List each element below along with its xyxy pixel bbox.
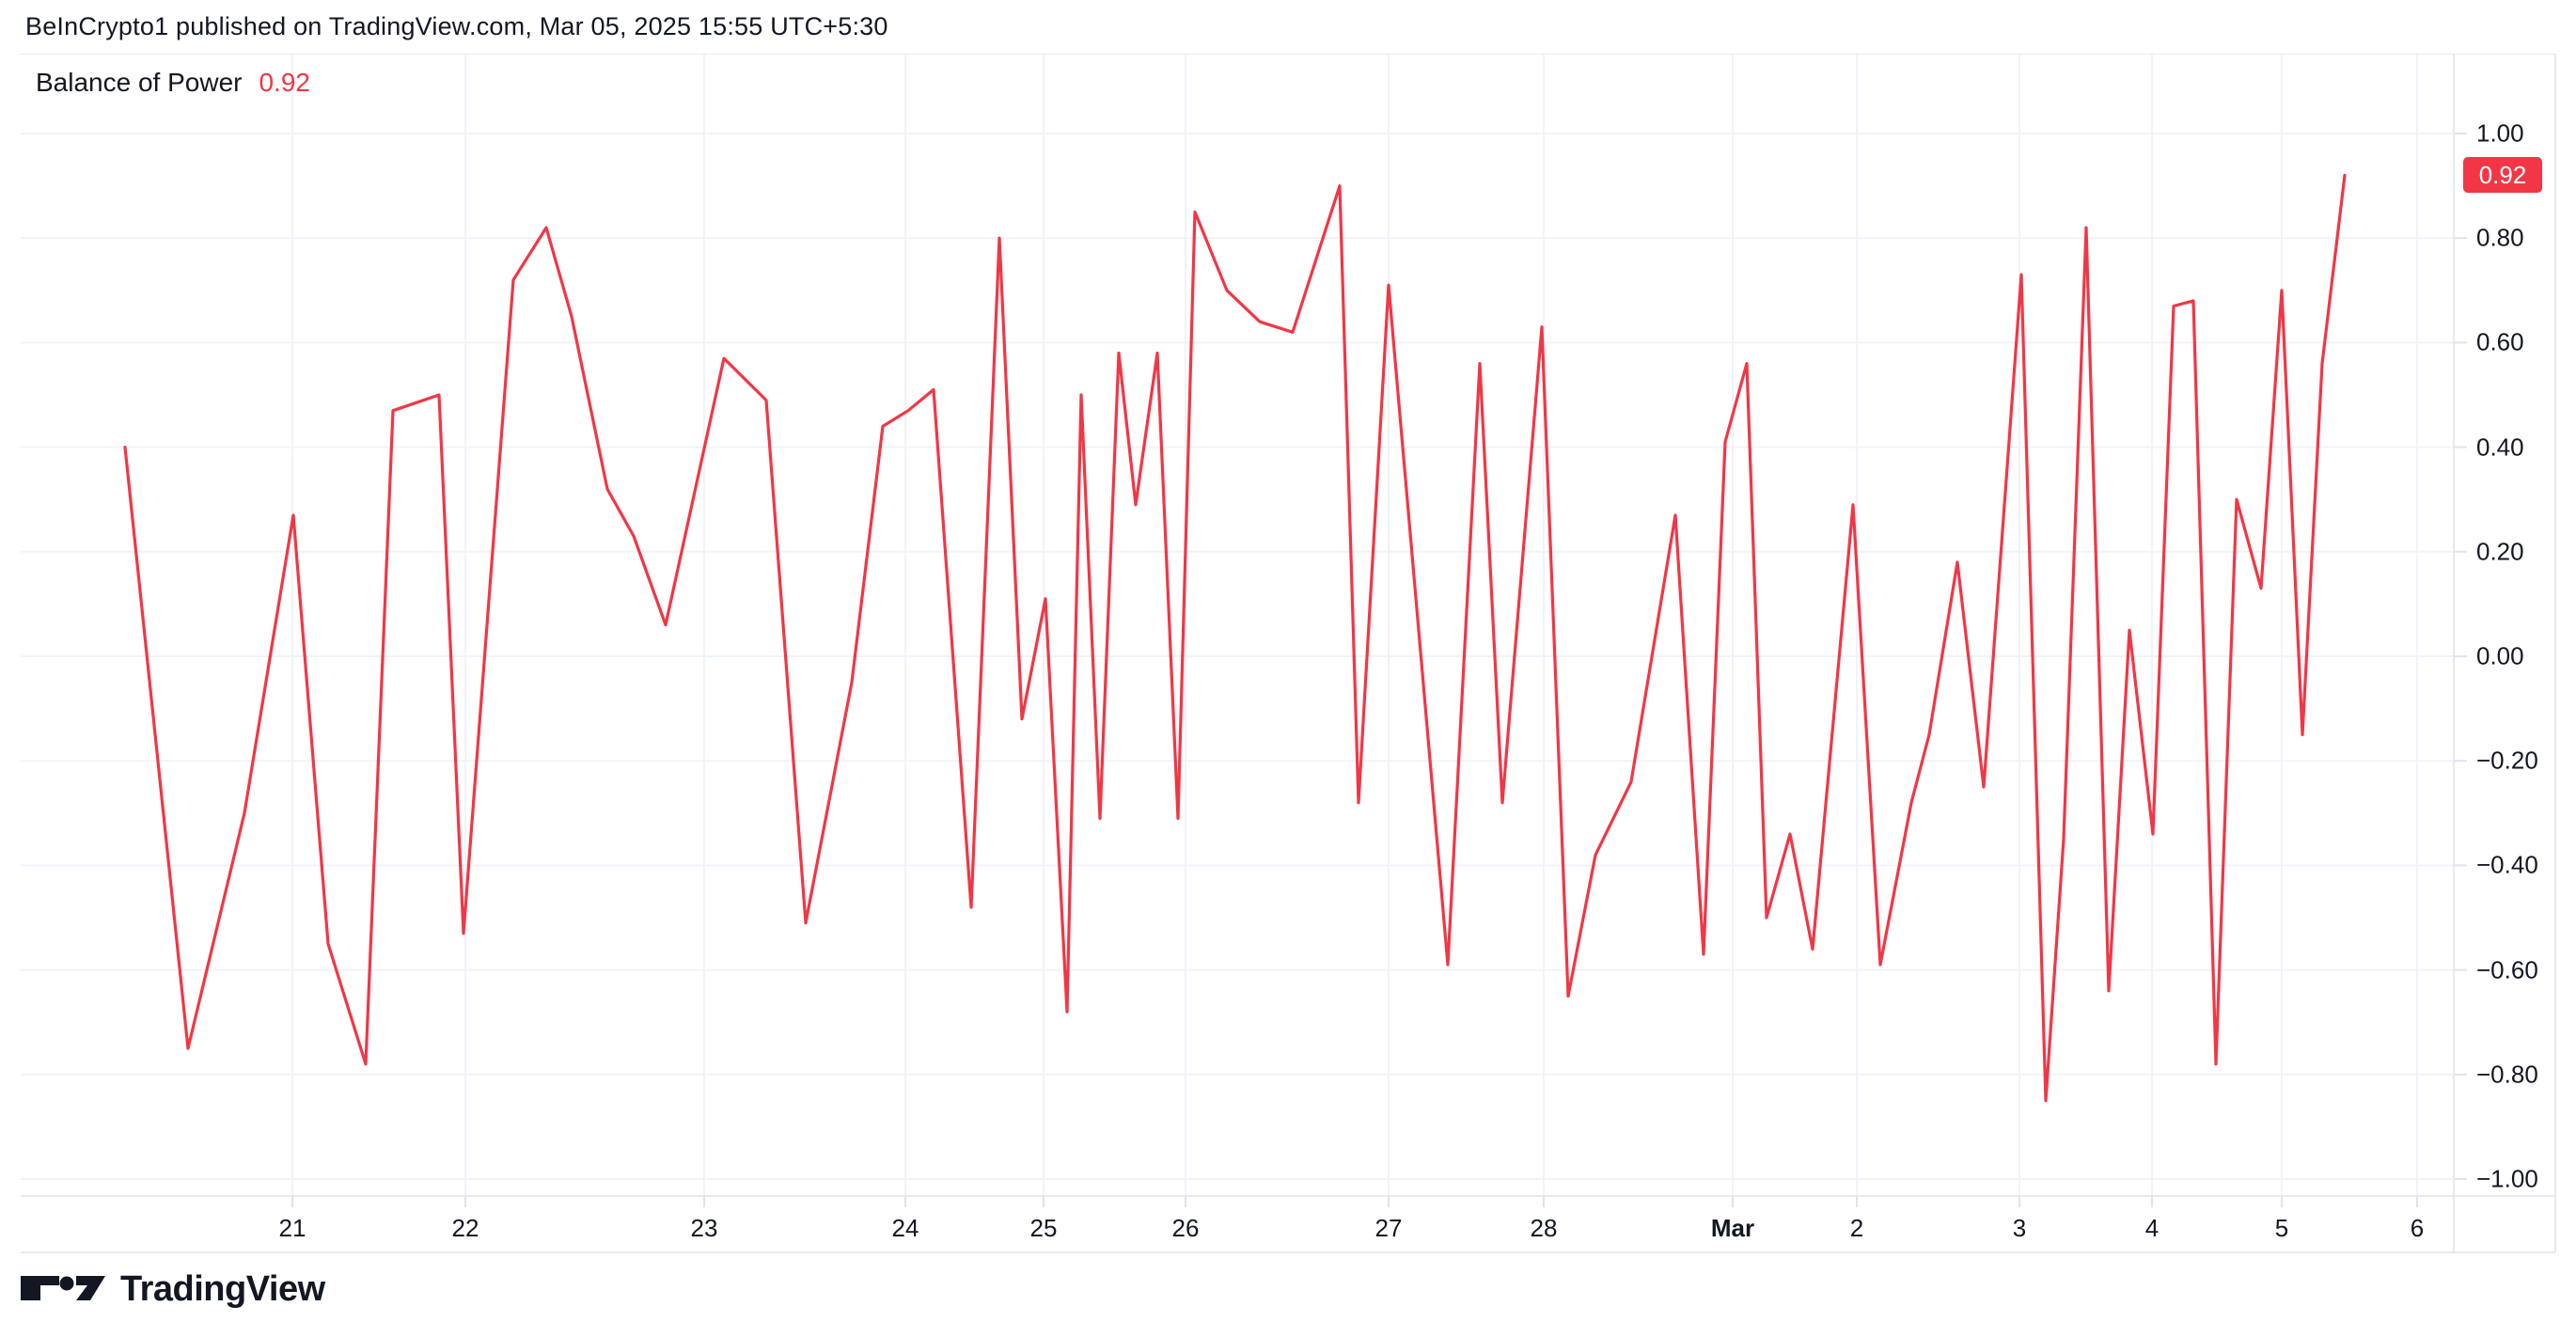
balance-of-power-line — [123, 173, 2347, 1103]
time-tick-label: 24 — [891, 1214, 919, 1242]
price-tick-label: 0.80 — [2476, 223, 2524, 252]
indicator-legend: Balance of Power 0.92 — [36, 68, 310, 98]
time-tick-label: Mar — [1710, 1214, 1755, 1242]
last-value-badge: 0.92 — [2463, 157, 2542, 194]
time-tick-label: 21 — [278, 1214, 306, 1242]
time-tick-label: 23 — [690, 1214, 718, 1242]
price-tick-label: 0.60 — [2476, 327, 2524, 356]
price-tick-label: −0.40 — [2476, 850, 2538, 879]
time-tick-label: 26 — [1171, 1214, 1200, 1242]
time-tick-label: 27 — [1374, 1214, 1403, 1242]
time-tick-label: 6 — [2410, 1214, 2425, 1242]
price-tick-label: 1.00 — [2476, 118, 2524, 148]
price-tick-label: −0.80 — [2476, 1060, 2538, 1089]
price-tick-label: −0.20 — [2476, 746, 2538, 775]
attribution-text: BeInCrypto1 published on TradingView.com… — [25, 12, 888, 40]
time-tick-label: 22 — [451, 1214, 479, 1242]
time-tick-label: 4 — [2144, 1214, 2160, 1242]
tradingview-logo-text: TradingView — [120, 1268, 325, 1309]
time-tick-label: 3 — [2012, 1214, 2027, 1242]
attribution-bar: BeInCrypto1 published on TradingView.com… — [0, 0, 2576, 54]
tradingview-logo-icon — [21, 1276, 105, 1300]
indicator-name: Balance of Power — [36, 68, 243, 97]
price-tick-label: 0.40 — [2476, 433, 2524, 462]
indicator-value: 0.92 — [259, 68, 310, 97]
time-tick-label: 25 — [1029, 1214, 1058, 1242]
time-tick-label: 5 — [2274, 1214, 2289, 1242]
time-tick-label: 28 — [1530, 1214, 1558, 1242]
tradingview-logo[interactable]: TradingView — [21, 1267, 325, 1311]
time-tick-label: 2 — [1849, 1214, 1864, 1242]
price-tick-label: 0.00 — [2476, 641, 2524, 670]
price-tick-label: 0.20 — [2476, 537, 2524, 566]
price-tick-label: −1.00 — [2476, 1164, 2538, 1193]
price-tick-label: −0.60 — [2476, 955, 2538, 984]
